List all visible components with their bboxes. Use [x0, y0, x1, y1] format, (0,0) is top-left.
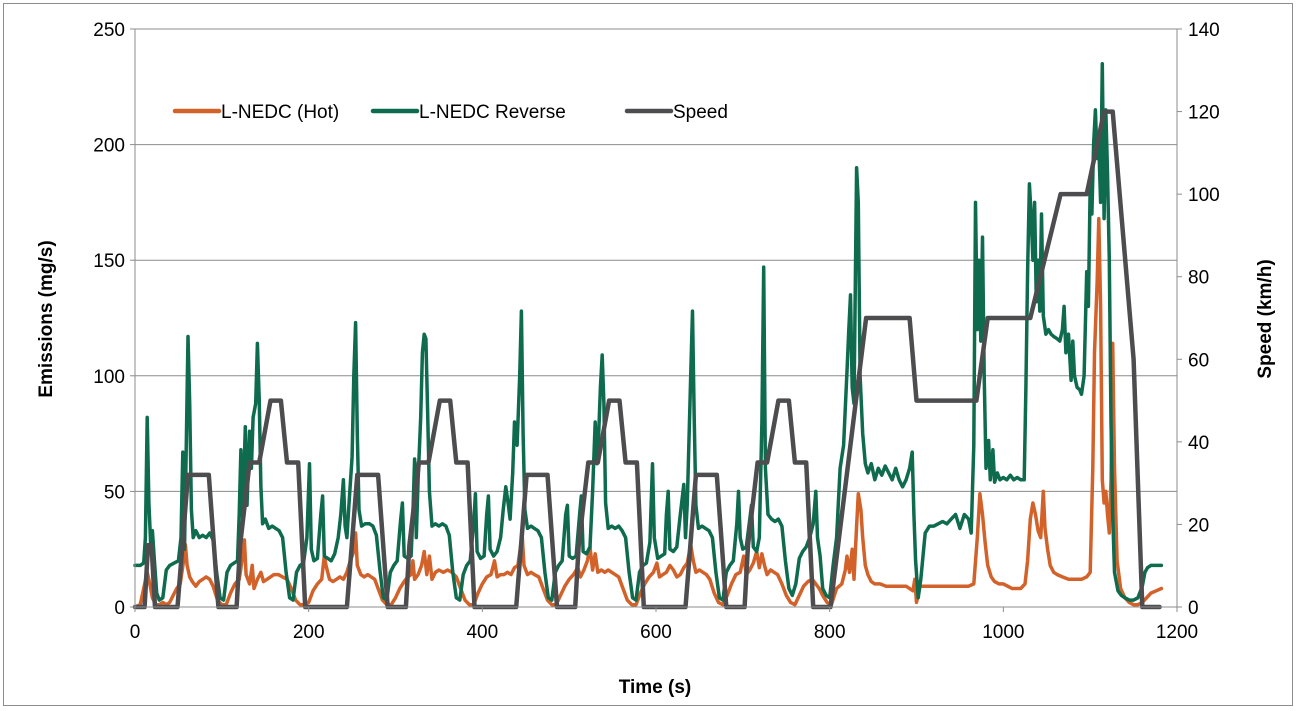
y-tick-label: 100 — [93, 367, 125, 388]
x-tick-label: 600 — [640, 622, 672, 643]
legend: L-NEDC (Hot) L-NEDC Reverse Speed — [172, 102, 728, 123]
series-reverse-line — [133, 61, 1164, 602]
y-tick-label: 200 — [93, 136, 125, 157]
legend-label: L-NEDC (Hot) — [221, 102, 339, 123]
x-tick-label: 400 — [466, 622, 498, 643]
y2-tick-label: 120 — [1188, 103, 1220, 124]
x-tick-label: 800 — [814, 622, 846, 643]
series-speed-line — [132, 109, 1162, 610]
tick-labels: 0 50 100 150 200 250 0 20 40 60 80 100 120 140 0 200 400… — [93, 20, 1219, 643]
y-tick-label: 0 — [114, 598, 125, 619]
y-axis-title: Emissions (mg/s) — [36, 240, 57, 397]
y2-tick-label: 60 — [1188, 350, 1209, 371]
y2-tick-label: 20 — [1188, 515, 1209, 536]
legend-label: Speed — [673, 102, 728, 123]
y2-tick-label: 40 — [1188, 433, 1209, 454]
legend-item-reverse: L-NEDC Reverse — [370, 102, 566, 123]
x-tick-label: 1000 — [982, 622, 1024, 643]
y2-tick-label: 80 — [1188, 268, 1209, 289]
x-tick-label: 0 — [130, 622, 141, 643]
legend-item-speed: Speed — [624, 102, 728, 123]
x-tick-label: 1200 — [1156, 622, 1198, 643]
axes — [130, 28, 1182, 612]
y2-tick-label: 100 — [1188, 185, 1220, 206]
legend-label: L-NEDC Reverse — [419, 102, 566, 123]
y-tick-label: 150 — [93, 251, 125, 272]
series-hot-line — [133, 216, 1164, 609]
y2-tick-label: 140 — [1188, 20, 1220, 41]
y2-axis-title: Speed (km/h) — [1255, 259, 1276, 378]
y-tick-label: 50 — [104, 482, 125, 503]
series-lines — [132, 61, 1164, 610]
y-tick-label: 250 — [93, 20, 125, 41]
y2-tick-label: 0 — [1188, 598, 1199, 619]
x-axis-title: Time (s) — [619, 677, 692, 698]
legend-item-hot: L-NEDC (Hot) — [172, 102, 339, 123]
gridlines — [135, 28, 1177, 492]
x-tick-label: 200 — [293, 622, 325, 643]
